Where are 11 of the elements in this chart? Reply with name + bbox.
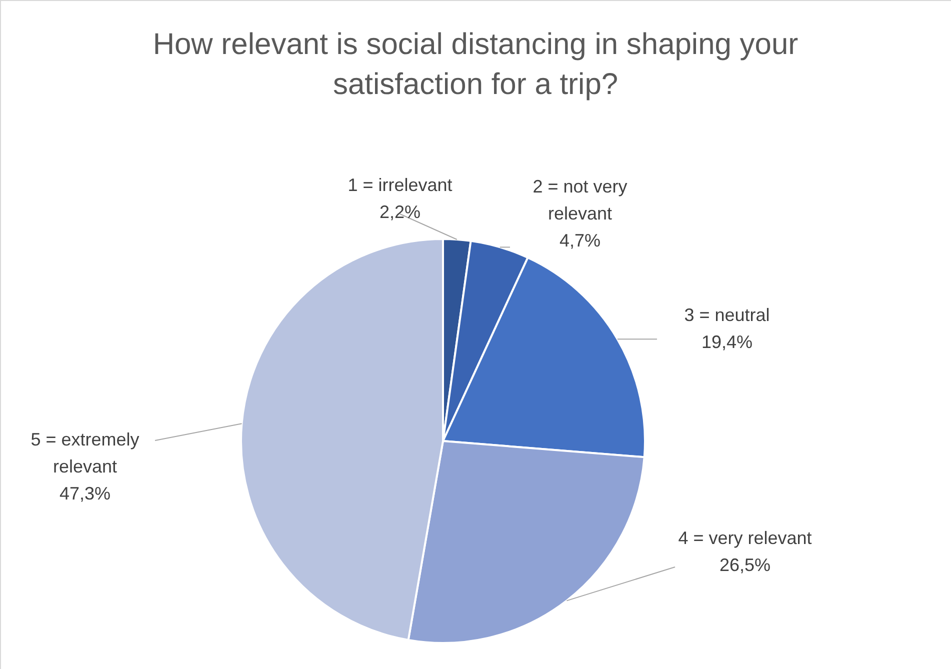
data-label: 47,3% [59,484,111,504]
chart-title: How relevant is social distancing in shaping your satisfaction for a trip? [152,28,798,101]
slice-label: 1 = irrelevant [348,175,452,195]
data-label: 19,4% [701,332,753,352]
slice-label: 4 = very relevant [678,528,812,548]
slice-label: 2 = not very relevant [532,176,628,224]
slice-label: 3 = neutral [684,305,770,325]
data-label: 4,7% [559,230,601,250]
data-label: 2,2% [379,202,421,222]
slice-label: 5 = extremely relevant [30,430,140,476]
data-label: 26,5% [719,555,771,575]
